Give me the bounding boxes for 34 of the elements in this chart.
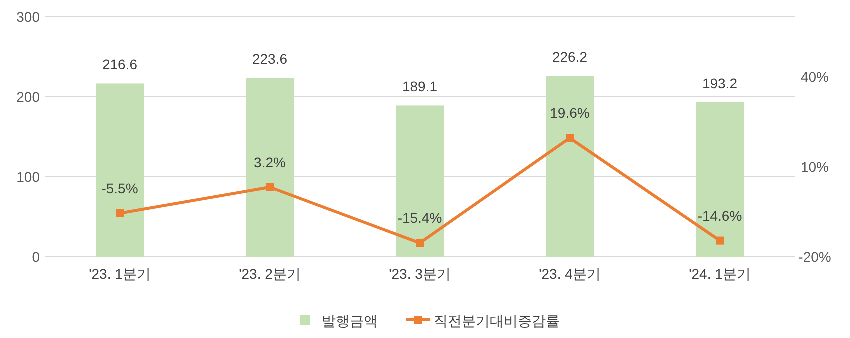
data-label: 223.6: [252, 51, 288, 68]
point: [716, 236, 724, 245]
data-label: -5.5%: [102, 180, 138, 196]
x-tick-label: '23. 1분기: [89, 266, 151, 282]
y2-tick-label: -20%: [798, 249, 832, 265]
bar: [696, 102, 744, 257]
x-tick-label: '24. 1분기: [689, 266, 751, 282]
y-tick-label: 300: [16, 9, 40, 25]
data-label: -14.6%: [698, 208, 742, 224]
y2-tick-label: 10%: [800, 159, 830, 175]
y-tick-label: 100: [16, 169, 40, 185]
bar: [96, 84, 144, 257]
legend-label: 직전분기대비증감률: [434, 313, 560, 329]
point: [566, 134, 574, 142]
data-label: 189.1: [402, 78, 438, 95]
bar: [246, 78, 294, 257]
point: [266, 183, 274, 192]
y-tick-label: 0: [32, 249, 40, 265]
bar: [396, 106, 444, 257]
data-label: 193.2: [702, 75, 738, 92]
legend-label: 발행금액: [322, 313, 378, 329]
point: [116, 210, 124, 218]
bar: [546, 76, 594, 257]
y-tick-label: 200: [16, 89, 40, 105]
data-label: -15.4%: [398, 210, 442, 226]
x-tick-label: '23. 3분기: [389, 266, 451, 282]
data-label: 216.6: [102, 56, 138, 73]
y2-tick-label: 40%: [800, 69, 830, 85]
x-tick-label: '23. 2분기: [239, 266, 301, 282]
data-label: 3.2%: [254, 154, 286, 170]
point: [416, 239, 424, 248]
data-label: 226.2: [552, 49, 588, 66]
x-tick-label: '23. 4분기: [539, 266, 601, 282]
data-label: 19.6%: [550, 105, 590, 122]
